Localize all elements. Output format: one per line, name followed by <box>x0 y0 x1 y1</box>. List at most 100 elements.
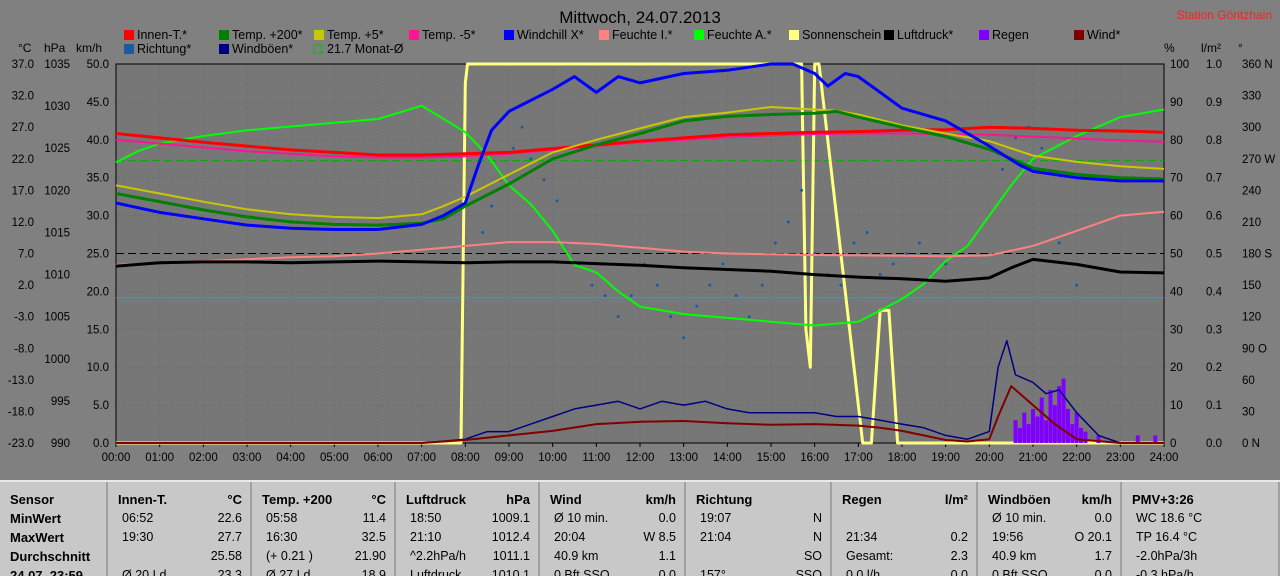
y-tick-label: 0 <box>1170 438 1176 450</box>
legend-label: Sonnenschein <box>802 28 881 42</box>
direction-point <box>904 252 908 255</box>
y-tick-label: 1.0 <box>1206 59 1222 71</box>
direction-point <box>773 241 777 245</box>
stats-header: Temp. +200 <box>262 492 333 507</box>
stats-column: Temp. +200 °C 05:58 11.4 16:30 32.5 (+ 0.21 ) 2… <box>252 482 396 576</box>
direction-point <box>734 294 738 298</box>
series-line <box>115 210 1165 266</box>
axis-unit: ° <box>1238 41 1243 55</box>
stats-cell-value: 1012.4 <box>491 530 530 544</box>
chart-title: Mittwoch, 24.07.2013 <box>559 8 721 27</box>
direction-point <box>891 262 895 266</box>
legend-swatch <box>1074 30 1084 40</box>
rain-bar <box>1135 435 1140 443</box>
station-name: Station Göritzhain <box>1177 8 1272 22</box>
rain-bar <box>1017 427 1022 443</box>
y-tick-label: 240 <box>1242 185 1261 197</box>
axis-unit: % <box>1164 41 1175 55</box>
direction-point <box>542 178 546 182</box>
y-tick-label: 1005 <box>44 312 70 324</box>
y-tick-label: 1035 <box>44 59 70 71</box>
stats-cell-label: -2.0hPa/3h <box>1136 549 1198 563</box>
y-tick-label: 0 N <box>1242 438 1260 450</box>
series-line <box>116 339 1164 444</box>
stats-cell-label: 0 Bft SSO <box>992 568 1048 576</box>
y-tick-label: 90 O <box>1242 343 1267 355</box>
y-tick-label: 22.0 <box>12 154 34 166</box>
stats-header: Luftdruck <box>406 492 466 507</box>
stats-cell-value: 1.7 <box>1094 549 1112 563</box>
stats-cell-row: 0 Bft SSO 0.0 <box>978 568 1120 576</box>
direction-point <box>555 199 559 203</box>
direction-point <box>1040 146 1044 150</box>
legend-swatch <box>504 30 514 40</box>
stats-cell-label: Luftdruck <box>410 568 462 576</box>
stats-row-label: 24.07. 23:59 <box>10 568 84 576</box>
weather-chart: Mittwoch, 24.07.2013 Station Göritzhain … <box>8 8 1276 464</box>
legend-label: Luftdruck* <box>897 28 953 42</box>
stats-row-label: MaxWert <box>10 530 64 545</box>
stats-cell-value: 0.0 <box>950 568 968 576</box>
axis-unit: l/m² <box>1201 41 1221 55</box>
y-tick-label: 180 S <box>1242 249 1272 261</box>
y-tick-label: 27.0 <box>12 122 34 134</box>
stats-cell-value: 1011.1 <box>492 549 530 563</box>
y-tick-label: 20 <box>1170 362 1183 374</box>
series-line <box>115 125 1165 157</box>
x-tick-label: 22:00 <box>1062 452 1091 464</box>
stats-unit: °C <box>371 492 386 507</box>
direction-point <box>800 188 804 192</box>
x-tick-label: 15:00 <box>757 452 786 464</box>
x-tick-label: 17:00 <box>844 452 873 464</box>
axis-unit: km/h <box>76 41 102 55</box>
y-tick-label: 0.7 <box>1206 173 1222 185</box>
stats-cell-row: Ø 10 min. 0.0 <box>540 511 684 530</box>
y-tick-label: 995 <box>51 396 70 408</box>
stats-cell-label: 19:07 <box>700 511 732 525</box>
stats-cell-value: SSO <box>795 568 822 576</box>
x-tick-label: 10:00 <box>538 452 567 464</box>
rain-bar <box>1039 397 1044 443</box>
legend-swatch <box>694 30 704 40</box>
direction-point <box>590 283 594 287</box>
stats-cell-value: 1010.1 <box>491 568 530 576</box>
stats-cell-row: 0 Bft SSO 0.0 <box>540 568 684 576</box>
x-tick-label: 20:00 <box>975 452 1004 464</box>
y-tick-label: 7.0 <box>18 249 34 261</box>
rain-bar <box>1079 427 1084 443</box>
direction-point <box>481 230 485 234</box>
stats-cell-value: 0.0 <box>658 511 676 525</box>
direction-point <box>839 283 843 287</box>
stats-column: Regen l/m² 21:34 0.2 Gesamt: 2.3 0.0 l/h 0.0 <box>832 482 978 576</box>
rain-bar <box>1026 424 1031 443</box>
stats-unit: km/h <box>645 492 676 507</box>
y-tick-label: 45.0 <box>87 97 109 109</box>
axis-unit: °C <box>18 41 32 55</box>
direction-point <box>629 294 633 298</box>
x-tick-label: 19:00 <box>931 452 960 464</box>
axis-unit: hPa <box>44 41 66 55</box>
y-tick-label: 0.0 <box>1206 438 1222 450</box>
stats-table: Sensor MinWert MaxWert Durchschnitt 24.07. 2… <box>0 480 1280 576</box>
stats-cell-row: Ø 27 Ld. 18.9 <box>252 568 394 576</box>
y-tick-label: 80 <box>1170 135 1183 147</box>
direction-point <box>1075 283 1079 287</box>
x-tick-label: 04:00 <box>276 452 305 464</box>
stats-cell-value: O 20.1 <box>1074 530 1112 544</box>
stats-cell-row: (+ 0.21 ) 21.90 <box>252 549 394 568</box>
stats-cell-row: 25.58 <box>108 549 250 568</box>
series-line <box>116 62 1164 445</box>
y-tick-label: 300 <box>1242 122 1261 134</box>
stats-column: Richtung 19:07 N 21:04 N SO 157° SSO <box>686 482 832 576</box>
y-tick-label: 0.9 <box>1206 97 1222 109</box>
y-tick-label: 20.0 <box>87 286 109 298</box>
legend-swatch <box>314 30 324 40</box>
y-tick-label: 10 <box>1170 400 1183 412</box>
y-tick-label: 60 <box>1170 211 1183 223</box>
rain-bar <box>1065 408 1070 443</box>
stats-cell-value: 1.1 <box>658 549 676 563</box>
x-tick-label: 09:00 <box>495 452 524 464</box>
x-tick-label: 11:00 <box>582 452 610 464</box>
rain-bar <box>1074 412 1079 443</box>
stats-cell-row: Ø 20 Ld. 23.3 <box>108 568 250 576</box>
